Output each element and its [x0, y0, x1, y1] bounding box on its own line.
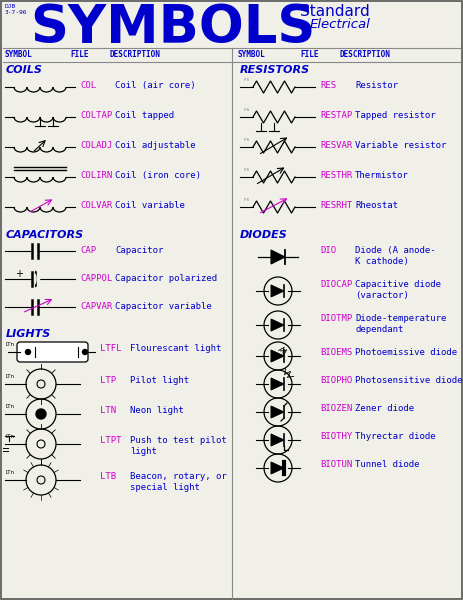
Text: RESISTORS: RESISTORS — [240, 65, 310, 75]
Text: SYMBOL: SYMBOL — [238, 50, 266, 59]
Text: Capacitor: Capacitor — [115, 246, 163, 255]
Text: SYMBOLS: SYMBOLS — [30, 2, 315, 54]
Text: Resistor: Resistor — [355, 81, 398, 90]
Text: Coil (air core): Coil (air core) — [115, 81, 196, 90]
Text: Zener diode: Zener diode — [355, 404, 414, 413]
Text: COLADJ: COLADJ — [80, 141, 112, 150]
Text: LTn: LTn — [5, 342, 14, 347]
Text: LIGHTS: LIGHTS — [6, 329, 51, 339]
Text: Capacitor variable: Capacitor variable — [115, 302, 212, 311]
Polygon shape — [271, 285, 284, 297]
Text: Thyrectar diode: Thyrectar diode — [355, 432, 436, 441]
Text: Diode-temperature
dependant: Diode-temperature dependant — [355, 314, 446, 334]
Text: Diode (A anode-
K cathode): Diode (A anode- K cathode) — [355, 246, 436, 266]
Text: Push to test pilot
light: Push to test pilot light — [130, 436, 227, 456]
Text: COL: COL — [80, 81, 96, 90]
Text: Coil tapped: Coil tapped — [115, 111, 174, 120]
Text: CAPPOL: CAPPOL — [80, 274, 112, 283]
Polygon shape — [271, 434, 284, 446]
Circle shape — [36, 409, 46, 419]
Text: Coil (iron core): Coil (iron core) — [115, 171, 201, 180]
Text: Rheostat: Rheostat — [355, 201, 398, 210]
Text: LTn: LTn — [5, 470, 14, 475]
Polygon shape — [271, 406, 284, 418]
Text: LTP: LTP — [100, 376, 116, 385]
Text: LTN: LTN — [100, 406, 116, 415]
Text: DIOCAP: DIOCAP — [320, 280, 352, 289]
Text: RESTAP: RESTAP — [320, 111, 352, 120]
Text: CAPVAR: CAPVAR — [80, 302, 112, 311]
Text: RESTHR: RESTHR — [320, 171, 352, 180]
Text: +: + — [15, 269, 23, 279]
Text: r-s: r-s — [243, 77, 249, 82]
Text: RESVAR: RESVAR — [320, 141, 352, 150]
Text: BIOEMS: BIOEMS — [320, 348, 352, 357]
Text: LTPT: LTPT — [100, 436, 121, 445]
Text: Coil variable: Coil variable — [115, 201, 185, 210]
Text: RES: RES — [320, 81, 336, 90]
Text: COLVAR: COLVAR — [80, 201, 112, 210]
Text: Standard: Standard — [300, 4, 370, 19]
Text: FILE: FILE — [70, 50, 88, 59]
Text: Electrical: Electrical — [310, 18, 371, 31]
Text: DESCRIPTION: DESCRIPTION — [110, 50, 161, 59]
Text: Tunnel diode: Tunnel diode — [355, 460, 419, 469]
Text: r-s: r-s — [243, 197, 249, 202]
Text: DIODES: DIODES — [240, 230, 288, 240]
Text: DESCRIPTION: DESCRIPTION — [340, 50, 391, 59]
Text: LTn: LTn — [5, 374, 14, 379]
Text: Beacon, rotary, or
special light: Beacon, rotary, or special light — [130, 472, 227, 492]
Text: Pilot light: Pilot light — [130, 376, 189, 385]
Text: DIOTMP: DIOTMP — [320, 314, 352, 323]
Polygon shape — [271, 378, 284, 390]
Text: Thermistor: Thermistor — [355, 171, 409, 180]
Text: BIOTUN: BIOTUN — [320, 460, 352, 469]
Text: Coil adjustable: Coil adjustable — [115, 141, 196, 150]
Polygon shape — [271, 250, 285, 264]
Polygon shape — [271, 350, 284, 362]
Text: Photoemissive diode: Photoemissive diode — [355, 348, 457, 357]
Text: Capacitor polarized: Capacitor polarized — [115, 274, 217, 283]
Text: LTFL: LTFL — [100, 344, 121, 353]
Text: CAPACITORS: CAPACITORS — [6, 230, 84, 240]
Text: DIO: DIO — [320, 246, 336, 255]
Text: FILE: FILE — [300, 50, 319, 59]
Text: COLTAP: COLTAP — [80, 111, 112, 120]
Text: BIOPHO: BIOPHO — [320, 376, 352, 385]
Text: LTB: LTB — [100, 472, 116, 481]
Text: r-s: r-s — [243, 167, 249, 172]
FancyBboxPatch shape — [17, 342, 88, 362]
Text: Photosensitive diode: Photosensitive diode — [355, 376, 463, 385]
Polygon shape — [271, 319, 284, 331]
Text: LTn: LTn — [5, 434, 14, 439]
Text: DJB
3-7-96: DJB 3-7-96 — [5, 4, 27, 15]
Text: r-s: r-s — [243, 137, 249, 142]
Text: r-s: r-s — [243, 107, 249, 112]
Text: CAP: CAP — [80, 246, 96, 255]
Text: BIOZEN: BIOZEN — [320, 404, 352, 413]
Text: Capacitive diode
(varactor): Capacitive diode (varactor) — [355, 280, 441, 300]
Text: LTn: LTn — [5, 404, 14, 409]
Text: RESRHT: RESRHT — [320, 201, 352, 210]
Text: Variable resistor: Variable resistor — [355, 141, 446, 150]
Circle shape — [82, 349, 88, 355]
Text: SYMBOL: SYMBOL — [5, 50, 33, 59]
Text: Tapped resistor: Tapped resistor — [355, 111, 436, 120]
Polygon shape — [271, 462, 284, 474]
Text: Neon light: Neon light — [130, 406, 184, 415]
Circle shape — [25, 349, 31, 355]
Text: COILS: COILS — [6, 65, 43, 75]
Text: COLIRN: COLIRN — [80, 171, 112, 180]
Text: Flourescant light: Flourescant light — [130, 344, 221, 353]
Text: BIOTHY: BIOTHY — [320, 432, 352, 441]
